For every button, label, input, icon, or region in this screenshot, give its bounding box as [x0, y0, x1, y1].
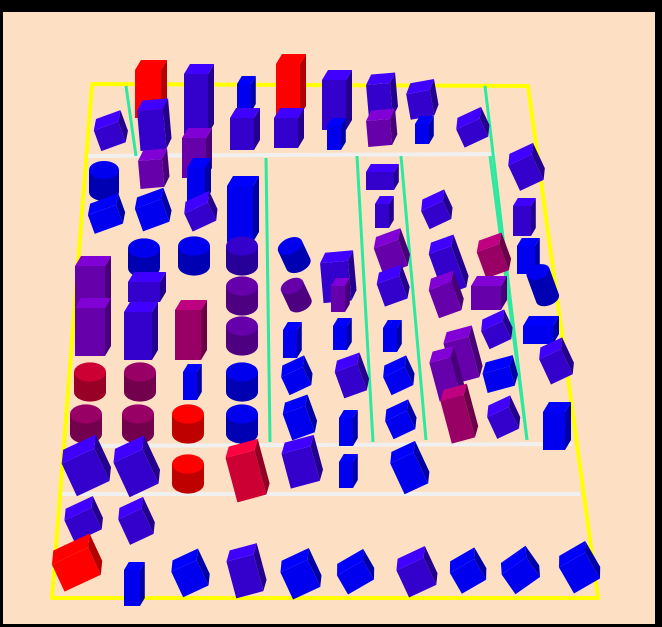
box-object [421, 189, 453, 230]
cylinder-object [124, 362, 156, 402]
box-object [113, 435, 161, 498]
cylinder-object [172, 404, 204, 444]
box-object [523, 316, 559, 344]
cylinder-object [122, 404, 154, 444]
box-object [276, 54, 306, 116]
box-object [51, 533, 103, 592]
objects-layer [51, 54, 601, 606]
box-object [87, 193, 126, 234]
box-object [184, 64, 214, 134]
box-object [274, 108, 304, 148]
box-object [281, 355, 313, 396]
box-object [184, 190, 218, 232]
highlight-line [264, 157, 272, 443]
box-object [225, 438, 270, 503]
box-object [282, 394, 318, 441]
box-object [396, 546, 438, 598]
box-object [543, 402, 571, 450]
box-object [366, 108, 398, 147]
box-object [237, 76, 256, 112]
box-object [517, 238, 540, 274]
box-object [390, 440, 430, 495]
box-object [383, 355, 415, 396]
box-object [227, 176, 259, 242]
box-object [75, 298, 111, 356]
box-object [383, 320, 402, 352]
box-object [230, 108, 260, 150]
box-object [138, 148, 170, 189]
cylinder-object [128, 238, 160, 278]
cylinder-object [526, 264, 560, 307]
box-object [327, 118, 346, 150]
highlight-line [124, 85, 138, 157]
highlight-line [488, 155, 529, 441]
box-object [283, 322, 302, 358]
box-object [128, 272, 166, 302]
box-object [476, 232, 512, 279]
box-object [449, 547, 487, 594]
box-object [406, 79, 439, 120]
box-object [134, 187, 172, 232]
box-object [415, 116, 434, 144]
cylinder-object [226, 362, 258, 402]
box-object [385, 399, 417, 440]
cylinder-object [172, 454, 204, 494]
highlight-line [399, 155, 428, 441]
box-object [333, 318, 352, 350]
box-object [366, 164, 399, 190]
box-object [280, 548, 322, 600]
cylinder-object [226, 276, 258, 316]
box-object [93, 110, 128, 152]
box-object [339, 410, 358, 446]
box-object [183, 364, 202, 400]
box-object [124, 562, 145, 606]
box-object [322, 70, 352, 130]
highlight-line [355, 155, 375, 443]
box-object [559, 540, 601, 594]
box-object [440, 383, 479, 444]
box-object [428, 270, 464, 319]
cylinder-object [89, 161, 119, 201]
box-object [64, 496, 103, 543]
divider-line [73, 442, 573, 448]
box-object [337, 548, 375, 595]
box-object [482, 355, 518, 393]
box-object [539, 337, 574, 385]
box-object [500, 545, 541, 595]
box-object [175, 300, 207, 360]
box-object [487, 395, 521, 439]
box-object [281, 434, 324, 489]
box-object [471, 276, 507, 310]
cylinder-object [226, 316, 258, 356]
box-object [331, 278, 350, 312]
box-object [481, 309, 513, 350]
box-object [456, 106, 490, 148]
box-object [513, 198, 536, 236]
box-object [171, 548, 210, 598]
box-object [375, 196, 394, 228]
box-object [339, 454, 358, 488]
cylinder-object [74, 362, 106, 402]
cylinder-object [277, 237, 311, 274]
box-object [226, 543, 267, 599]
box-object [508, 142, 545, 191]
box-object [124, 302, 158, 360]
cylinder-object [226, 236, 258, 276]
cylinder-object [226, 404, 258, 444]
cylinder-object [280, 277, 312, 313]
box-object [187, 158, 211, 202]
cylinder-object [178, 236, 210, 276]
box-object [376, 264, 410, 307]
box-object [61, 434, 111, 497]
box-object [334, 352, 370, 399]
box-object [137, 98, 172, 151]
box-object [118, 496, 155, 545]
